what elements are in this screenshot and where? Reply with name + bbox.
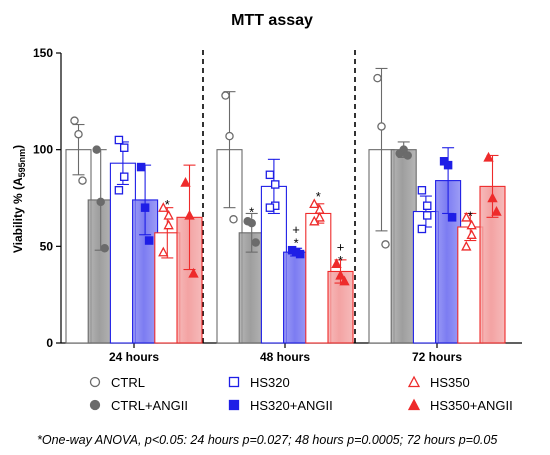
data-point — [114, 186, 124, 195]
data-point — [251, 238, 260, 247]
significance-asterisk: * — [294, 235, 299, 250]
data-point — [373, 73, 382, 83]
data-point — [422, 201, 432, 210]
data-point — [399, 145, 408, 154]
data-point — [265, 170, 275, 180]
legend-marker — [407, 398, 421, 411]
data-point — [229, 215, 238, 224]
y-axis-label: Viability % (A595nm) — [11, 145, 27, 253]
group-label: 72 hours — [412, 350, 462, 364]
legend-marker — [407, 375, 421, 388]
data-point — [447, 213, 457, 222]
data-point — [247, 218, 256, 228]
y-tick-label: 150 — [33, 46, 53, 60]
data-point — [466, 219, 477, 230]
data-point — [92, 145, 101, 154]
data-point — [339, 275, 350, 286]
data-point — [158, 202, 169, 212]
data-point — [461, 211, 472, 222]
data-point — [381, 240, 390, 249]
data-point — [417, 224, 427, 234]
data-point — [335, 269, 346, 280]
data-point — [136, 162, 146, 172]
y-tick-label: 100 — [33, 143, 53, 157]
significance-asterisk: * — [165, 197, 170, 212]
y-tick-label: 50 — [40, 239, 54, 253]
data-point — [491, 206, 502, 216]
significance-plus: + — [292, 222, 300, 237]
data-point — [180, 177, 191, 187]
legend-marker — [228, 376, 240, 388]
data-point — [443, 160, 453, 170]
data-point — [422, 211, 432, 220]
data-point — [221, 91, 230, 100]
data-point — [377, 122, 386, 131]
y-axis-label-subscript: 595nm — [17, 149, 27, 178]
data-point — [70, 116, 79, 125]
significance-asterisk: * — [249, 205, 254, 220]
data-point — [163, 209, 174, 220]
legend-label: HS320+ANGII — [250, 398, 333, 413]
footnote: *One-way ANOVA, p<0.05: 24 hours p=0.027… — [37, 433, 497, 447]
data-point — [295, 249, 305, 259]
data-point — [114, 135, 124, 145]
bar — [283, 251, 310, 344]
data-point — [140, 203, 150, 212]
data-point — [309, 198, 320, 209]
svg-text:Viability % (A595nm): Viability % (A595nm) — [11, 145, 27, 253]
y-tick-label: 0 — [46, 336, 53, 350]
bar — [305, 212, 332, 344]
y-axis-label-main: Viability % (A — [11, 177, 25, 253]
legend-marker — [89, 376, 101, 388]
data-point — [483, 151, 494, 162]
significance-asterisk: * — [316, 189, 321, 204]
bar — [65, 149, 92, 344]
legend: CTRL CTRL+ANGII HS320 HS320+ANGII HS350 HS350… — [89, 375, 513, 413]
data-point — [466, 229, 477, 239]
data-point — [270, 180, 280, 189]
significance-asterisk: * — [468, 208, 473, 223]
data-point — [331, 258, 342, 268]
significance-asterisk: * — [338, 253, 343, 268]
legend-label: HS350+ANGII — [430, 398, 513, 413]
data-point — [184, 209, 195, 220]
data-point — [403, 151, 412, 160]
data-point — [461, 240, 472, 251]
data-point — [100, 244, 109, 253]
bar — [390, 149, 417, 344]
data-point — [119, 172, 129, 181]
data-point — [417, 186, 427, 195]
data-point — [119, 143, 129, 152]
legend-label: CTRL+ANGII — [111, 398, 188, 413]
data-point — [188, 267, 199, 278]
legend-label: CTRL — [111, 375, 145, 390]
legend-label: HS350 — [430, 375, 470, 390]
data-point — [96, 197, 105, 207]
data-point — [158, 246, 169, 257]
data-point — [225, 131, 234, 141]
group-label: 48 hours — [260, 350, 310, 364]
data-point — [265, 203, 275, 212]
data-point — [314, 211, 325, 222]
group-label: 24 hours — [109, 350, 159, 364]
chart-title: MTT assay — [231, 12, 313, 29]
legend-marker — [89, 399, 101, 411]
data-point — [74, 129, 83, 139]
bar — [435, 180, 462, 344]
bar — [457, 226, 484, 344]
y-axis-label-close: ) — [11, 145, 25, 149]
data-point — [144, 236, 154, 245]
legend-marker — [228, 399, 240, 411]
legend-label: HS320 — [250, 375, 290, 390]
significance-plus: + — [337, 239, 345, 254]
data-point — [309, 215, 320, 226]
data-point — [163, 219, 174, 230]
data-point — [487, 192, 498, 203]
data-point — [78, 176, 87, 185]
